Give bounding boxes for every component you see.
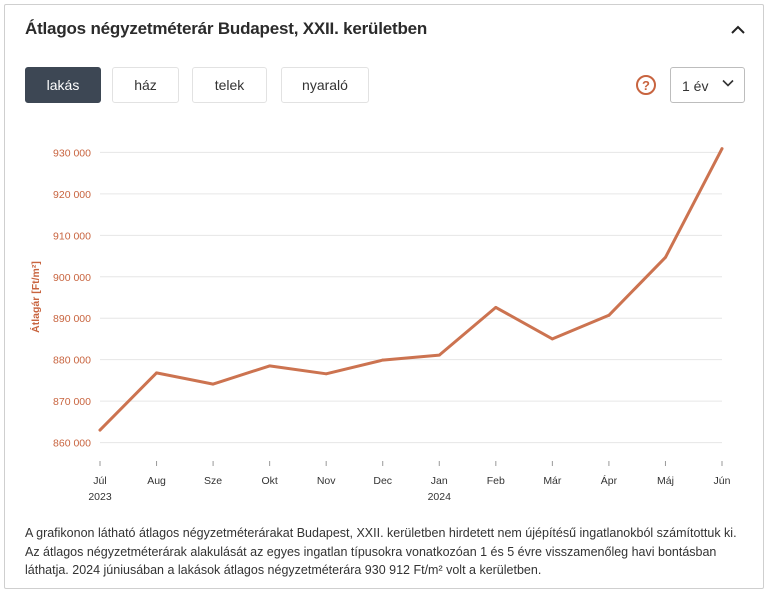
x-tick-label: Már [543,475,562,487]
tab-lakas[interactable]: lakás [25,67,101,103]
x-tick-label: Feb [487,475,505,487]
tab-nyaralo[interactable]: nyaraló [281,67,369,103]
y-tick-label: 930 000 [53,147,91,159]
period-select-value: 1 év [682,78,709,94]
x-year-label: 2024 [428,491,452,503]
y-tick-label: 900 000 [53,272,91,284]
card-header: Átlagos négyzetméterár Budapest, XXII. k… [5,5,763,53]
data-point[interactable] [98,428,102,432]
data-point[interactable] [211,382,215,386]
x-tick-label: Jan [431,475,448,487]
chevron-down-icon [722,79,734,87]
series-layer [98,147,724,432]
price-chart-card: Átlagos négyzetméterár Budapest, XXII. k… [4,4,764,589]
line-chart: 860 000 870 000 880 000 890 000 900 000 910 0… [29,147,731,503]
help-icon[interactable]: ? [636,75,656,95]
data-point[interactable] [381,358,385,362]
tab-haz[interactable]: ház [112,67,179,103]
data-point[interactable] [607,313,611,317]
grid-lines [100,151,722,444]
page-title: Átlagos négyzetméterár Budapest, XXII. k… [25,19,428,38]
period-select[interactable]: 1 év [670,67,745,103]
y-tick-label: 910 000 [53,230,91,242]
data-point[interactable] [155,371,158,375]
data-point[interactable] [494,306,498,309]
x-tick-label: Jún [714,475,731,487]
x-tick-label: Dec [373,475,392,487]
data-point[interactable] [550,337,554,341]
y-tick-label: 890 000 [53,313,91,325]
collapse-button[interactable] [725,17,751,43]
chevron-up-icon [731,25,745,34]
tab-telek[interactable]: telek [192,67,267,103]
x-tick-label: Sze [204,475,222,487]
y-axis-label: Átlagár [Ft/m²] [29,261,42,333]
x-tick-label: Aug [147,475,166,487]
y-tick-label: 880 000 [53,355,91,367]
series-line [98,147,724,432]
data-point[interactable] [437,353,441,357]
data-point[interactable] [664,255,667,259]
y-tick-label: 920 000 [53,189,91,201]
chart-description: A grafikonon látható átlagos négyzetméte… [25,526,737,577]
x-year-label: 2023 [88,491,112,503]
data-point[interactable] [720,147,724,151]
x-tick-label: Júl [93,475,106,487]
x-axis: Júl 2023 Aug Sze Okt Nov Dec Jan 2024 Feb Már Ápr Má… [88,461,731,503]
data-point[interactable] [324,372,328,376]
x-tick-label: Máj [657,475,674,487]
x-tick-label: Nov [317,475,336,487]
y-tick-label: 860 000 [53,438,91,450]
data-point[interactable] [268,364,272,368]
x-tick-label: Okt [261,475,277,487]
y-tick-label: 870 000 [53,396,91,408]
x-tick-label: Ápr [601,474,618,487]
y-axis: 860 000 870 000 880 000 890 000 900 000 910 0… [53,147,91,449]
